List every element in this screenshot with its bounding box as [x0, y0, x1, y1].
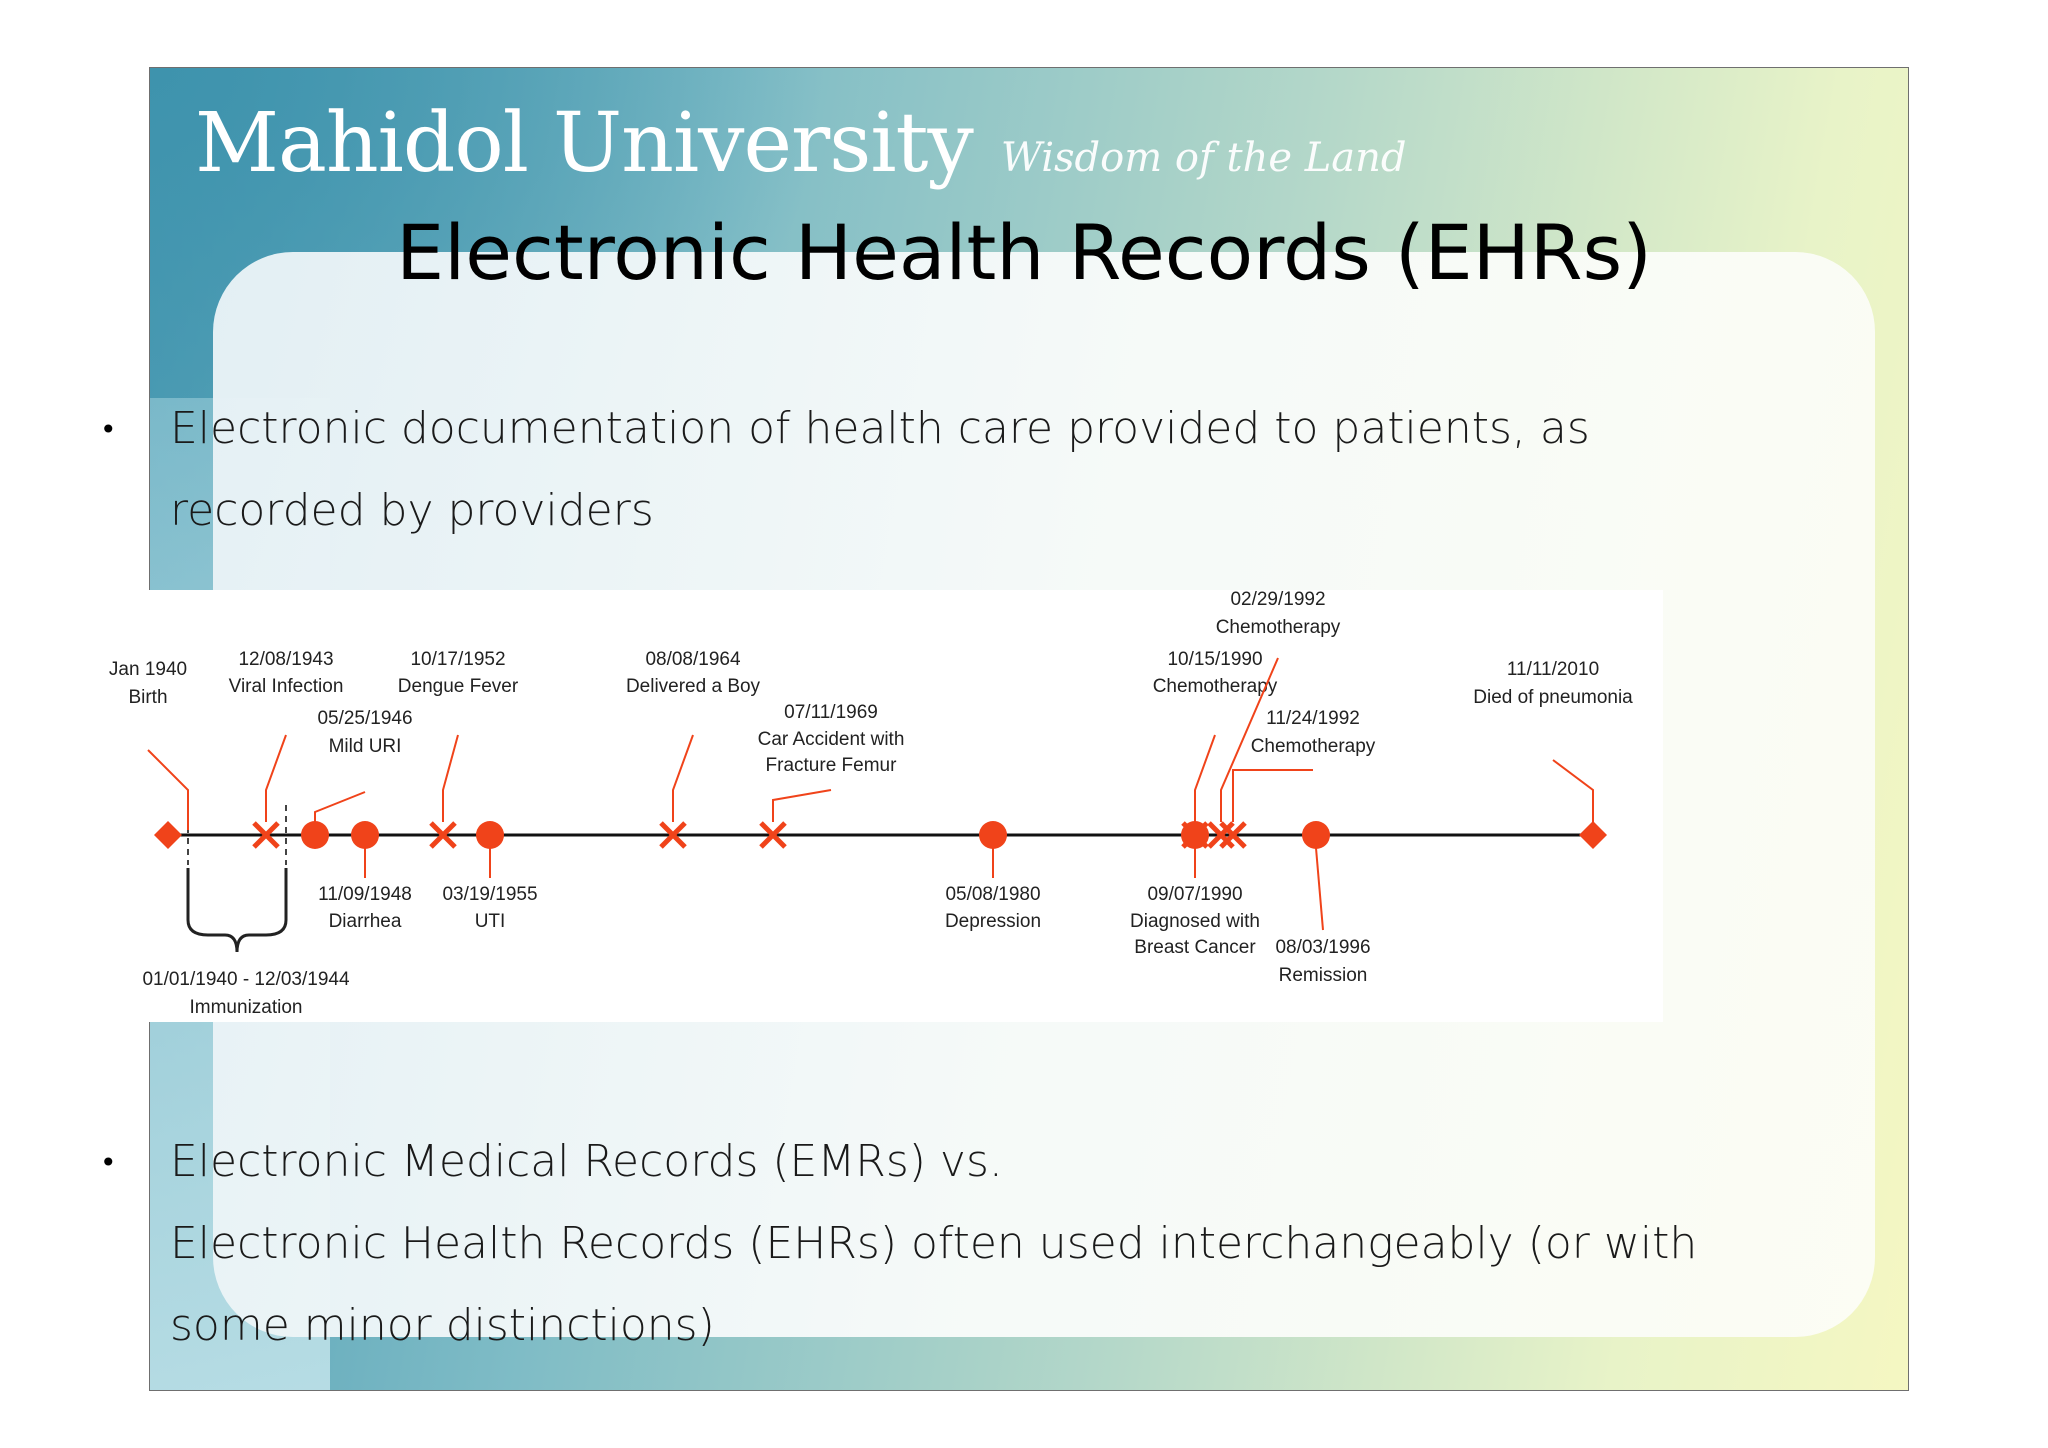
- event-leader-line: [1220, 657, 1279, 822]
- event-date-label: 03/19/1955: [442, 884, 537, 905]
- event-marker-circle: [979, 821, 1007, 849]
- event-marker-cross: [1207, 821, 1235, 849]
- event-name-label: Birth: [128, 687, 167, 708]
- event-marker-circle: [476, 821, 504, 849]
- event-date-label: Jan 1940: [109, 659, 187, 680]
- event-date-label: 05/08/1980: [945, 884, 1040, 905]
- brand-tagline: Wisdom of the Land: [1000, 135, 1407, 181]
- bullet-text-line: Electronic Medical Records (EMRs) vs.: [170, 1136, 1003, 1187]
- event-date-label: 08/03/1996: [1275, 937, 1370, 958]
- event-name-label: Car Accident with: [758, 729, 905, 750]
- bullet-dot: •: [100, 413, 117, 446]
- slide-title: Electronic Health Records (EHRs): [396, 208, 1652, 297]
- event-date-label: 11/24/1992: [1266, 708, 1360, 729]
- event-name-label: Diarrhea: [329, 911, 402, 932]
- event-marker-circle: [1302, 821, 1330, 849]
- event-leader-line: [442, 734, 459, 822]
- event-leader-line: [1232, 769, 1313, 822]
- event-date-label: 05/25/1946: [317, 708, 412, 729]
- event-name-label: Chemotherapy: [1216, 617, 1341, 638]
- event-date-label: 10/15/1990: [1167, 649, 1262, 670]
- range-date-label: 01/01/1940 - 12/03/1944: [142, 969, 350, 990]
- event-name-label: Viral Infection: [229, 676, 344, 697]
- event-date-label: 11/09/1948: [318, 884, 412, 905]
- event-name-label: Dengue Fever: [398, 676, 519, 697]
- event-name-label: Remission: [1279, 965, 1368, 986]
- event-marker-cross: [252, 821, 280, 849]
- event-date-label: 07/11/1969: [784, 702, 878, 723]
- event-marker-circle: [351, 821, 379, 849]
- event-leader-line: [672, 734, 694, 822]
- brand-name: Mahidol University: [195, 96, 974, 191]
- event-name-label: Diagnosed with: [1130, 911, 1260, 932]
- bullet-text-line: some minor distinctions): [170, 1300, 715, 1351]
- event-date-label: 11/11/2010: [1507, 659, 1599, 680]
- event-marker-cross: [429, 821, 457, 849]
- event-name-label: Chemotherapy: [1153, 676, 1278, 697]
- timeline-svg: 01/01/1940 - 12/03/1944 Immunization Jan 1…: [109, 590, 1633, 1018]
- event-name-label: Chemotherapy: [1251, 736, 1376, 757]
- event-name-label: UTI: [475, 911, 506, 932]
- brand-header: Mahidol University Wisdom of the Land: [195, 96, 1407, 191]
- bullet-dot: •: [100, 1146, 117, 1179]
- bullet-text-line: recorded by providers: [170, 485, 654, 536]
- event-marker-cross: [659, 821, 687, 849]
- event-date-label: 09/07/1990: [1147, 884, 1242, 905]
- event-date-label: 08/08/1964: [645, 649, 741, 670]
- range-event-label: Immunization: [190, 997, 303, 1018]
- event-marker-cross: [1219, 821, 1247, 849]
- range-bracket: [186, 868, 288, 953]
- event-leader-line: [1194, 734, 1216, 822]
- bullet-text-line: Electronic Health Records (EHRs) often u…: [170, 1218, 1698, 1269]
- event-date-label: 12/08/1943: [238, 649, 333, 670]
- event-leader-line: [1315, 847, 1324, 931]
- event-marker-cross: [1181, 821, 1209, 849]
- event-leader-line: [314, 791, 366, 822]
- event-marker-diamond: [154, 821, 182, 849]
- event-leader-line: [772, 789, 832, 822]
- event-name-label: Mild URI: [329, 736, 402, 757]
- event-leader-line: [265, 734, 287, 822]
- event-leader-line: [1552, 759, 1594, 822]
- event-name-label: Depression: [945, 911, 1041, 932]
- event-name-label: Died of pneumonia: [1473, 687, 1633, 708]
- event-marker-cross: [759, 821, 787, 849]
- event-name-label: Delivered a Boy: [626, 676, 761, 697]
- event-name-label-line2: Breast Cancer: [1134, 937, 1256, 958]
- event-leader-line: [147, 749, 189, 830]
- bullet-text-line: Electronic documentation of health care …: [170, 403, 1590, 454]
- event-marker-diamond: [1579, 821, 1607, 849]
- event-date-label: 10/17/1952: [410, 649, 505, 670]
- patient-timeline: 01/01/1940 - 12/03/1944 Immunization Jan 1…: [103, 590, 1663, 1022]
- event-name-label-line2: Fracture Femur: [766, 755, 898, 776]
- event-date-label: 02/29/1992: [1230, 590, 1325, 610]
- event-marker-circle: [301, 821, 329, 849]
